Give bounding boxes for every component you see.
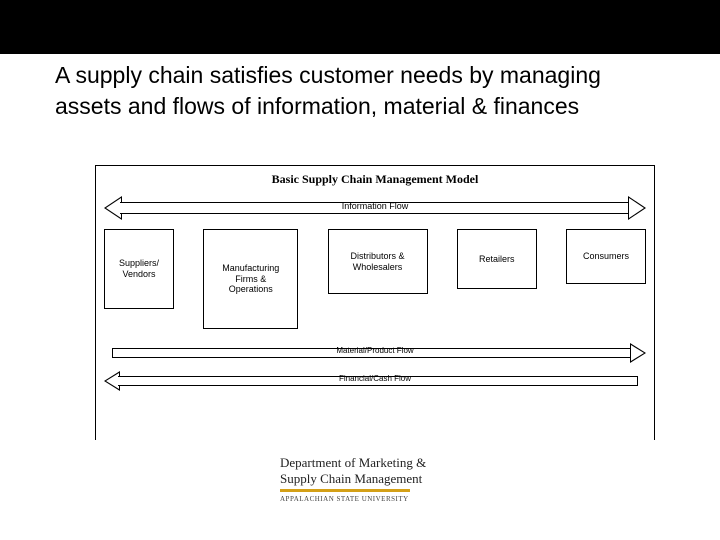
financial-flow-label: Financial/Cash Flow bbox=[104, 374, 646, 383]
department-logo: Department of Marketing & Supply Chain M… bbox=[280, 455, 500, 503]
header-black-bar bbox=[0, 0, 720, 54]
logo-accent-underline bbox=[280, 489, 410, 492]
page-title: A supply chain satisfies customer needs … bbox=[55, 60, 655, 122]
entity-retailers: Retailers bbox=[457, 229, 537, 289]
information-flow-arrow: Information Flow bbox=[104, 193, 646, 223]
logo-line2: Supply Chain Management bbox=[280, 471, 500, 487]
information-flow-label: Information Flow bbox=[104, 201, 646, 211]
entity-row: Suppliers/Vendors ManufacturingFirms &Op… bbox=[104, 229, 646, 329]
material-flow-arrow: Material/Product Flow bbox=[104, 341, 646, 365]
logo-line1: Department of Marketing & bbox=[280, 455, 500, 471]
entity-consumers: Consumers bbox=[566, 229, 646, 284]
logo-university: APPALACHIAN STATE UNIVERSITY bbox=[280, 495, 500, 503]
financial-flow-arrow: Financial/Cash Flow bbox=[104, 369, 646, 393]
entity-manufacturing: ManufacturingFirms &Operations bbox=[203, 229, 298, 329]
material-flow-label: Material/Product Flow bbox=[104, 346, 646, 355]
supply-chain-diagram: Basic Supply Chain Management Model Info… bbox=[95, 165, 655, 440]
entity-distributors: Distributors &Wholesalers bbox=[328, 229, 428, 294]
diagram-title: Basic Supply Chain Management Model bbox=[96, 172, 654, 187]
entity-suppliers: Suppliers/Vendors bbox=[104, 229, 174, 309]
